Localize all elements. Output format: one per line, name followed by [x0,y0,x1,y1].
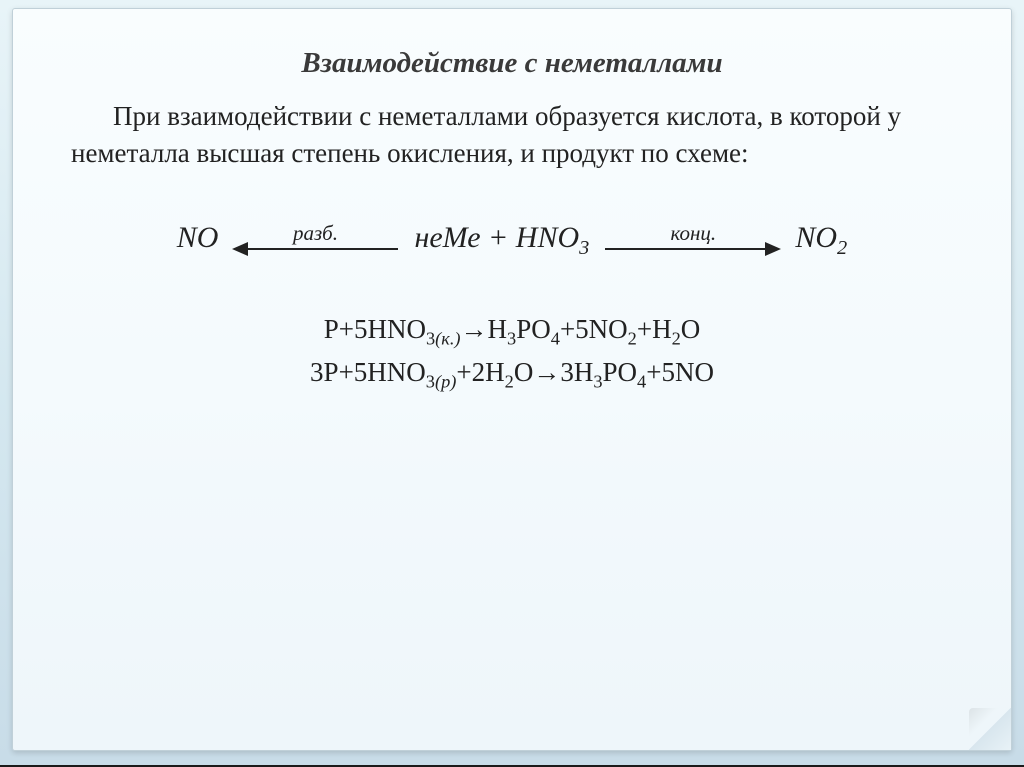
arrow-left-line [232,242,398,256]
slide-card: Взаимодействие с неметаллами При взаимод… [12,8,1012,751]
arrow-shaft [605,248,765,250]
slide-title: Взаимодействие с неметаллами [71,47,953,80]
scheme-right-product: NO2 [789,221,853,255]
right-arrow: конц. [597,221,789,256]
arrowhead-right-icon [765,242,781,256]
equations-block: P+5HNO3(к.)→H3PO4+5NO2+H2O 3P+5HNO3(р)+2… [71,314,953,388]
arrow-shaft [248,248,398,250]
arrowhead-left-icon [232,242,248,256]
left-arrow: разб. [224,221,406,256]
reaction-scheme: NO разб. неМе + HNO3 конц. NO2 [71,221,953,256]
equation-1: P+5HNO3(к.)→H3PO4+5NO2+H2O [71,314,953,345]
page-curl-icon [969,708,1011,750]
intro-paragraph: При взаимодействии с неметаллами образуе… [71,98,953,173]
scheme-center: неМе + HNO3 [406,221,597,255]
scheme-left-product: NO [171,221,225,255]
arrow-right-line [605,242,781,256]
equation-2: 3P+5HNO3(р)+2H2O→3H3PO4+5NO [71,357,953,388]
